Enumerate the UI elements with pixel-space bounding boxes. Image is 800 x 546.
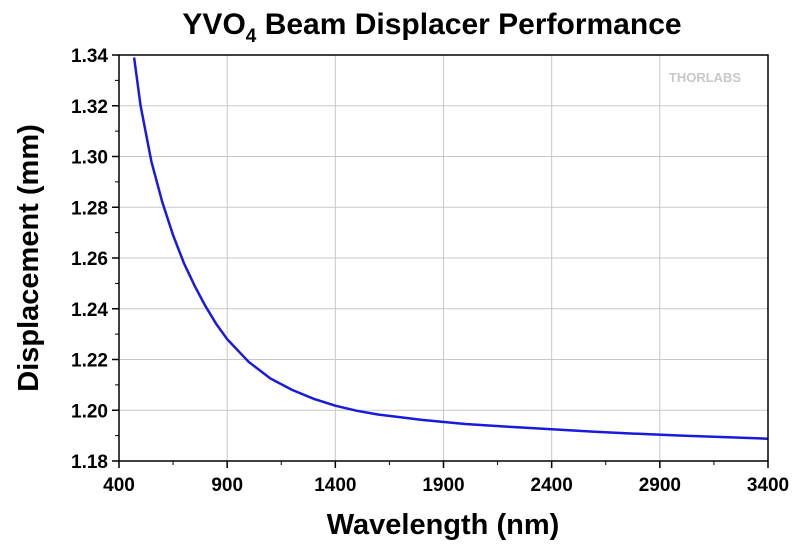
series-line-displacement: [132, 57, 769, 440]
chart-title-main: YVO: [182, 8, 245, 41]
x-tick-label: 400: [103, 475, 135, 496]
x-tick-label: 900: [211, 475, 243, 496]
y-tick-labels: 1.18 1.20 1.22 1.24 1.26 1.28 1.30 1.32 1.34: [71, 46, 108, 473]
x-tick-labels: 400 900 1400 1900 2400 2900 3400: [103, 475, 789, 496]
y-tick-label: 1.20: [71, 401, 108, 422]
y-axis-title: Displacement (mm): [13, 124, 45, 392]
x-tick-label: 3400: [747, 475, 789, 496]
y-tick-label: 1.24: [71, 300, 108, 321]
y-tick-label: 1.28: [71, 198, 108, 219]
chart-title: YVO4 Beam Displacer Performance: [182, 8, 681, 47]
y-tick-label: 1.18: [71, 452, 108, 473]
chart-title-subscript: 4: [246, 26, 257, 47]
x-tick-label: 2900: [639, 475, 681, 496]
y-tick-label: 1.34: [71, 46, 108, 67]
plot-frame: [118, 54, 769, 462]
y-tick-label: 1.32: [71, 97, 108, 118]
x-tick-label: 1400: [314, 475, 356, 496]
y-tick-label: 1.22: [71, 351, 108, 372]
y-tick-label: 1.30: [71, 148, 108, 169]
x-tick-label: 1900: [422, 475, 464, 496]
x-axis-title: Wavelength (nm): [327, 509, 560, 541]
watermark-logo: THORLABS: [669, 70, 742, 85]
y-tick-label: 1.26: [71, 249, 108, 270]
grid: [119, 55, 768, 461]
major-ticks: [112, 54, 769, 468]
minor-ticks: [115, 79, 715, 465]
x-tick-label: 2400: [531, 475, 573, 496]
chart-title-rest: Beam Displacer Performance: [256, 8, 681, 41]
